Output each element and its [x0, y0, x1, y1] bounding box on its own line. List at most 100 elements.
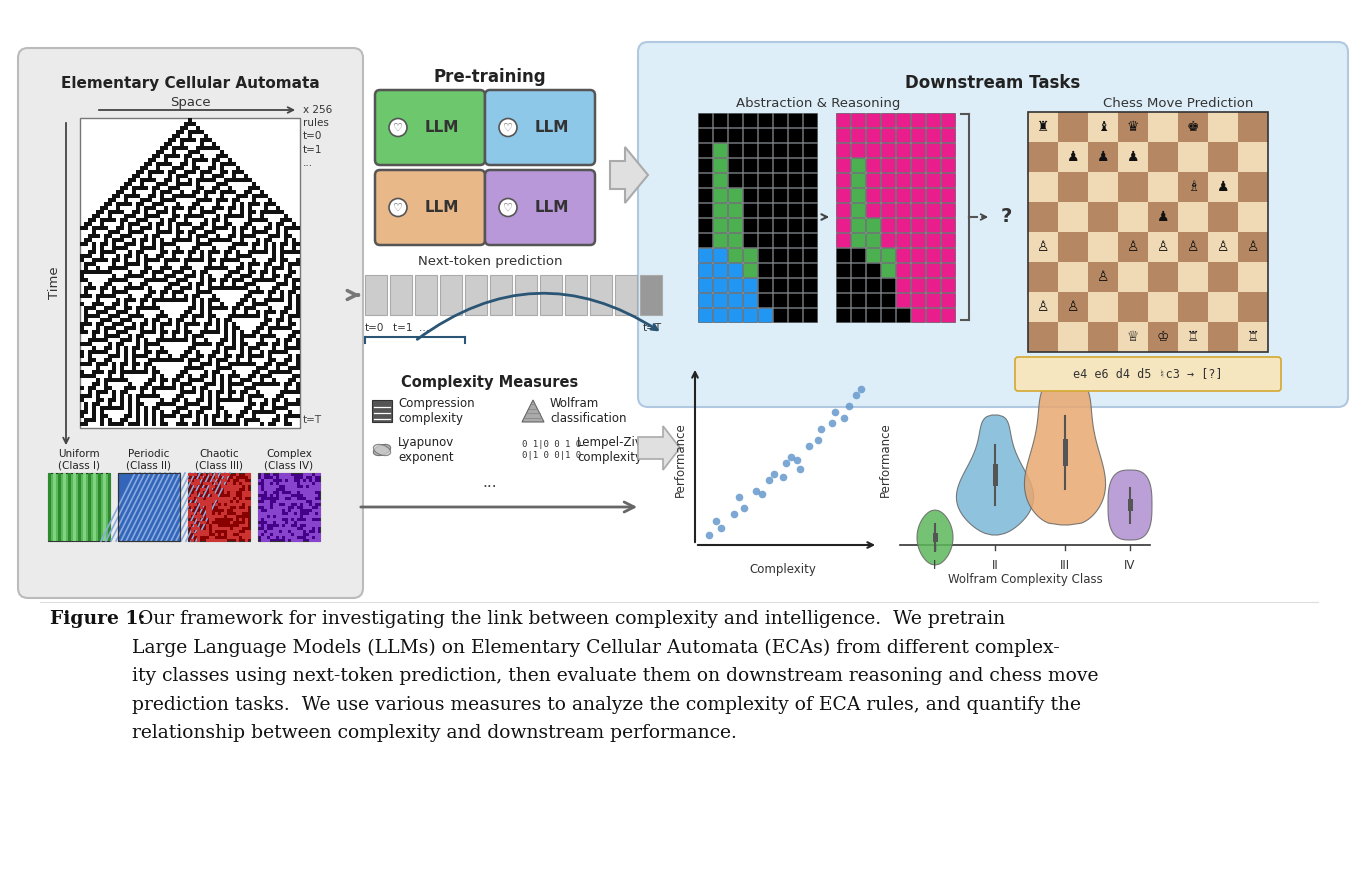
Bar — [297, 509, 300, 512]
Bar — [240, 202, 244, 206]
Bar — [191, 521, 194, 524]
Bar — [152, 158, 156, 162]
Bar — [183, 278, 187, 282]
Bar — [160, 378, 164, 382]
Bar — [1062, 440, 1067, 466]
Bar — [187, 250, 191, 254]
Bar — [240, 298, 244, 302]
Bar — [220, 406, 224, 410]
Bar — [194, 485, 197, 488]
Bar — [152, 170, 156, 174]
Bar — [124, 258, 128, 262]
Text: LLM: LLM — [425, 200, 459, 215]
Bar — [881, 203, 895, 217]
Bar — [100, 362, 103, 366]
Bar — [276, 230, 280, 234]
Bar — [292, 262, 296, 266]
Bar — [140, 186, 144, 190]
Bar — [259, 278, 263, 282]
Bar — [200, 198, 204, 202]
Bar — [124, 338, 128, 342]
Text: Figure 1:: Figure 1: — [50, 610, 145, 628]
Bar — [120, 318, 124, 322]
Bar — [310, 518, 312, 521]
Bar — [172, 414, 175, 418]
Bar — [221, 503, 224, 506]
Bar — [881, 188, 895, 202]
Bar — [187, 306, 191, 310]
Bar — [132, 354, 136, 358]
Bar — [293, 527, 297, 530]
Bar — [291, 491, 293, 494]
Bar — [197, 479, 200, 482]
Bar — [105, 286, 107, 290]
Bar — [206, 506, 209, 509]
Text: LLM: LLM — [535, 120, 569, 135]
Bar — [272, 242, 276, 246]
Bar — [92, 230, 96, 234]
Bar — [1118, 232, 1148, 262]
Bar — [285, 509, 288, 512]
Bar — [230, 521, 234, 524]
Bar — [240, 254, 244, 258]
Bar — [200, 497, 202, 500]
Bar — [236, 270, 240, 274]
Bar — [728, 218, 743, 232]
Bar — [136, 354, 140, 358]
Bar — [941, 158, 955, 172]
Bar — [200, 394, 204, 398]
Bar — [194, 494, 197, 497]
Bar — [220, 163, 224, 166]
Bar — [183, 298, 187, 302]
Bar — [228, 366, 232, 370]
Bar — [284, 258, 288, 262]
Bar — [773, 203, 788, 217]
Bar — [100, 222, 103, 226]
Bar — [288, 527, 291, 530]
Bar — [144, 166, 148, 170]
Bar — [293, 518, 297, 521]
Bar — [181, 422, 183, 426]
Bar — [713, 232, 727, 247]
Bar — [183, 334, 187, 338]
Bar — [206, 530, 209, 533]
Bar — [268, 494, 270, 497]
Bar — [148, 258, 152, 262]
Bar — [191, 343, 196, 346]
Bar — [140, 166, 144, 170]
Text: ♛: ♛ — [1127, 120, 1139, 134]
Bar — [209, 482, 212, 485]
Bar — [88, 282, 92, 286]
Bar — [249, 202, 251, 206]
Bar — [124, 290, 128, 294]
Bar — [132, 371, 136, 374]
Bar — [84, 418, 88, 422]
Bar — [172, 150, 175, 154]
Bar — [728, 142, 743, 157]
Bar — [941, 263, 955, 277]
Bar — [80, 274, 84, 278]
Bar — [172, 254, 175, 258]
Bar — [62, 473, 67, 541]
Text: Our framework for investigating the link between complexity and intelligence.  W: Our framework for investigating the link… — [132, 610, 1099, 742]
Bar — [1177, 202, 1209, 232]
Bar — [220, 282, 224, 286]
Bar — [244, 482, 249, 485]
Bar — [743, 142, 758, 157]
Bar — [160, 254, 164, 258]
Bar — [105, 282, 107, 286]
Bar — [263, 278, 268, 282]
Bar — [140, 390, 144, 394]
Bar — [177, 239, 179, 242]
Bar — [200, 226, 204, 230]
Bar — [236, 506, 239, 509]
Bar — [232, 246, 236, 250]
Bar — [263, 488, 268, 491]
Bar — [208, 262, 212, 266]
Bar — [132, 386, 136, 390]
Bar — [268, 330, 272, 334]
Bar — [253, 242, 255, 246]
Bar — [257, 242, 259, 246]
Bar — [837, 113, 850, 127]
Bar — [92, 314, 96, 318]
